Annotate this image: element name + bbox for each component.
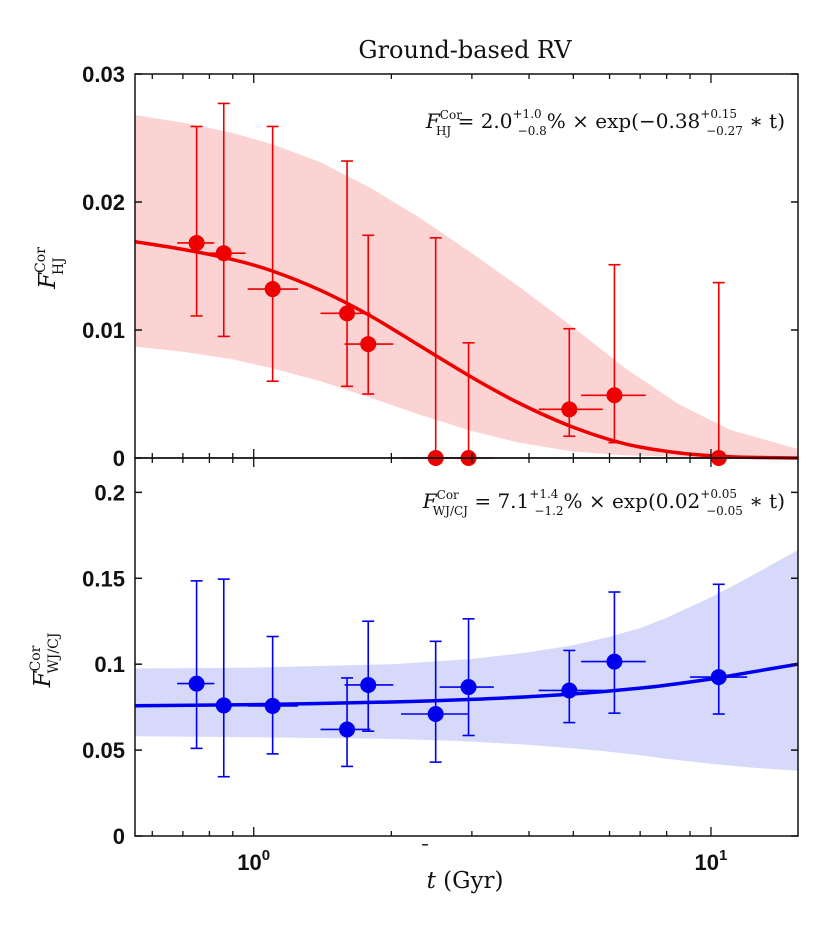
bot-ytick-label: 0.05 [82,738,125,763]
bot-ann-v1-dn: −1.2 [534,504,563,518]
top-ann-v1-up: +1.0 [513,107,542,121]
xtick-label-base: 10 [695,850,719,875]
top-ann-v1-dn: −0.8 [518,124,547,138]
top-data-point [247,125,299,383]
top-data-marker [188,234,205,251]
bot-ann-end: ∗ t) [743,489,785,513]
top-annotation: FCor HJ = 2.0+1.0 −0.8% × exp(−0.38+0.15 −0… [425,107,785,138]
top-data-point [581,263,646,444]
bot-ylabel-main: F [30,670,56,688]
top-data-points-layer [177,102,748,466]
bottom-axes-frame [134,457,799,837]
top-ytick-label: 0 [113,446,125,471]
bot-data-marker [710,669,727,686]
bot-data-marker [264,697,281,714]
top-ytick-label: 0.01 [82,318,125,343]
bot-ann-sub: WJ/CJ [433,504,468,518]
bottom-ylabel: FCor WJ/CJ [28,633,62,689]
bot-data-point [581,591,646,714]
top-ylabel-sub: HJ [51,257,67,275]
top-data-marker [360,336,377,353]
bottom-confidence-band-layer [135,549,798,771]
bot-data-point [204,578,246,778]
top-ann-f: F [425,109,441,133]
xtick-label-base: 10 [237,850,261,875]
bot-confidence-band [135,549,798,771]
top-confidence-band-layer [135,115,798,458]
top-fit-curve [134,239,799,460]
xlabel-bar: ¯ [420,840,430,864]
bot-data-point [690,583,748,715]
bot-ytick-label: 0.15 [82,566,125,591]
bot-data-marker [606,653,623,670]
bot-ylabel-sup: Cor [28,645,44,671]
top-ylabel-sup: Cor [33,247,49,273]
top-data-marker [215,245,232,262]
top-ylabel: FCor HJ [33,247,67,290]
top-ann-v2-dn: −0.27 [706,124,743,138]
bot-ann-mid: % × exp(0.02 [564,489,701,513]
top-ann-eq: = 2.0 [451,109,512,133]
bot-data-marker [427,706,444,723]
bot-ann-f: F [422,489,438,513]
bot-data-point [247,635,299,755]
bot-data-marker [360,676,377,693]
bot-ytick-label: 0.2 [94,480,125,505]
bot-data-marker [188,675,205,692]
top-ann-sup: Cor [440,108,462,122]
top-data-marker [264,281,281,298]
bot-ann-v2-up: +0.05 [700,487,737,501]
bot-data-point [344,620,394,732]
chart-title: Ground-based RV [358,36,572,64]
bot-data-point [401,640,469,763]
bot-data-point [320,677,371,768]
bot-ann-v2-dn: −0.05 [706,504,743,518]
bot-ann-sup: Cor [437,488,459,502]
top-data-point [538,327,603,438]
bot-ytick-label: 0.1 [94,652,125,677]
top-ann-v2-up: +0.15 [700,107,737,121]
top-ann-end: ∗ t) [743,109,785,133]
top-data-marker [561,401,578,418]
top-data-marker [606,387,623,404]
bot-data-point [439,618,494,737]
top-data-marker [339,305,356,322]
bot-ann-eq: = 7.1 [468,489,529,513]
bottom-data-points-layer [177,578,748,778]
top-data-point [204,102,246,338]
top-ticks-layer: 0 0.01 0.02 0.03 [82,62,798,471]
top-ytick-label: 0.03 [82,62,125,87]
top-confidence-band [135,115,798,458]
bot-data-marker [215,697,232,714]
xtick-label-exponent: 0 [262,847,270,864]
top-ann-sub: HJ [436,124,451,138]
bot-data-marker [460,679,477,696]
xtick-label-exponent: 1 [719,847,727,864]
bot-ylabel-sub: WJ/CJ [46,633,62,674]
top-ann-mid: % × exp(−0.38 [547,109,701,133]
top-data-point [177,125,215,317]
bot-data-point [538,649,603,724]
bot-data-marker [561,682,578,699]
xlabel-unit: (Gyr) [436,868,504,894]
bot-xtick-label: 101 [695,847,728,875]
bot-ann-v1-up: +1.4 [529,487,559,501]
top-panel: 00.010.020.03 FCor HJ = 2.0+1.0 −0.8% × ex… [33,62,799,471]
top-ytick-label: 0.02 [82,190,125,215]
xlabel: t (Gyr) [427,868,504,894]
bot-ytick-label: 0 [113,824,125,849]
bottom-annotation: FCor WJ/CJ = 7.1+1.4 −1.2% × exp(0.02+0.05… [422,487,785,518]
bot-xtick-label: 100 [237,847,270,875]
top-data-point [320,160,371,388]
bot-data-marker [339,721,356,738]
bot-data-point [177,580,215,750]
top-fit-curve-layer [134,239,799,460]
top-ylabel-main: F [35,272,61,290]
top-data-point [344,234,394,395]
xlabel-var: t [427,868,437,894]
